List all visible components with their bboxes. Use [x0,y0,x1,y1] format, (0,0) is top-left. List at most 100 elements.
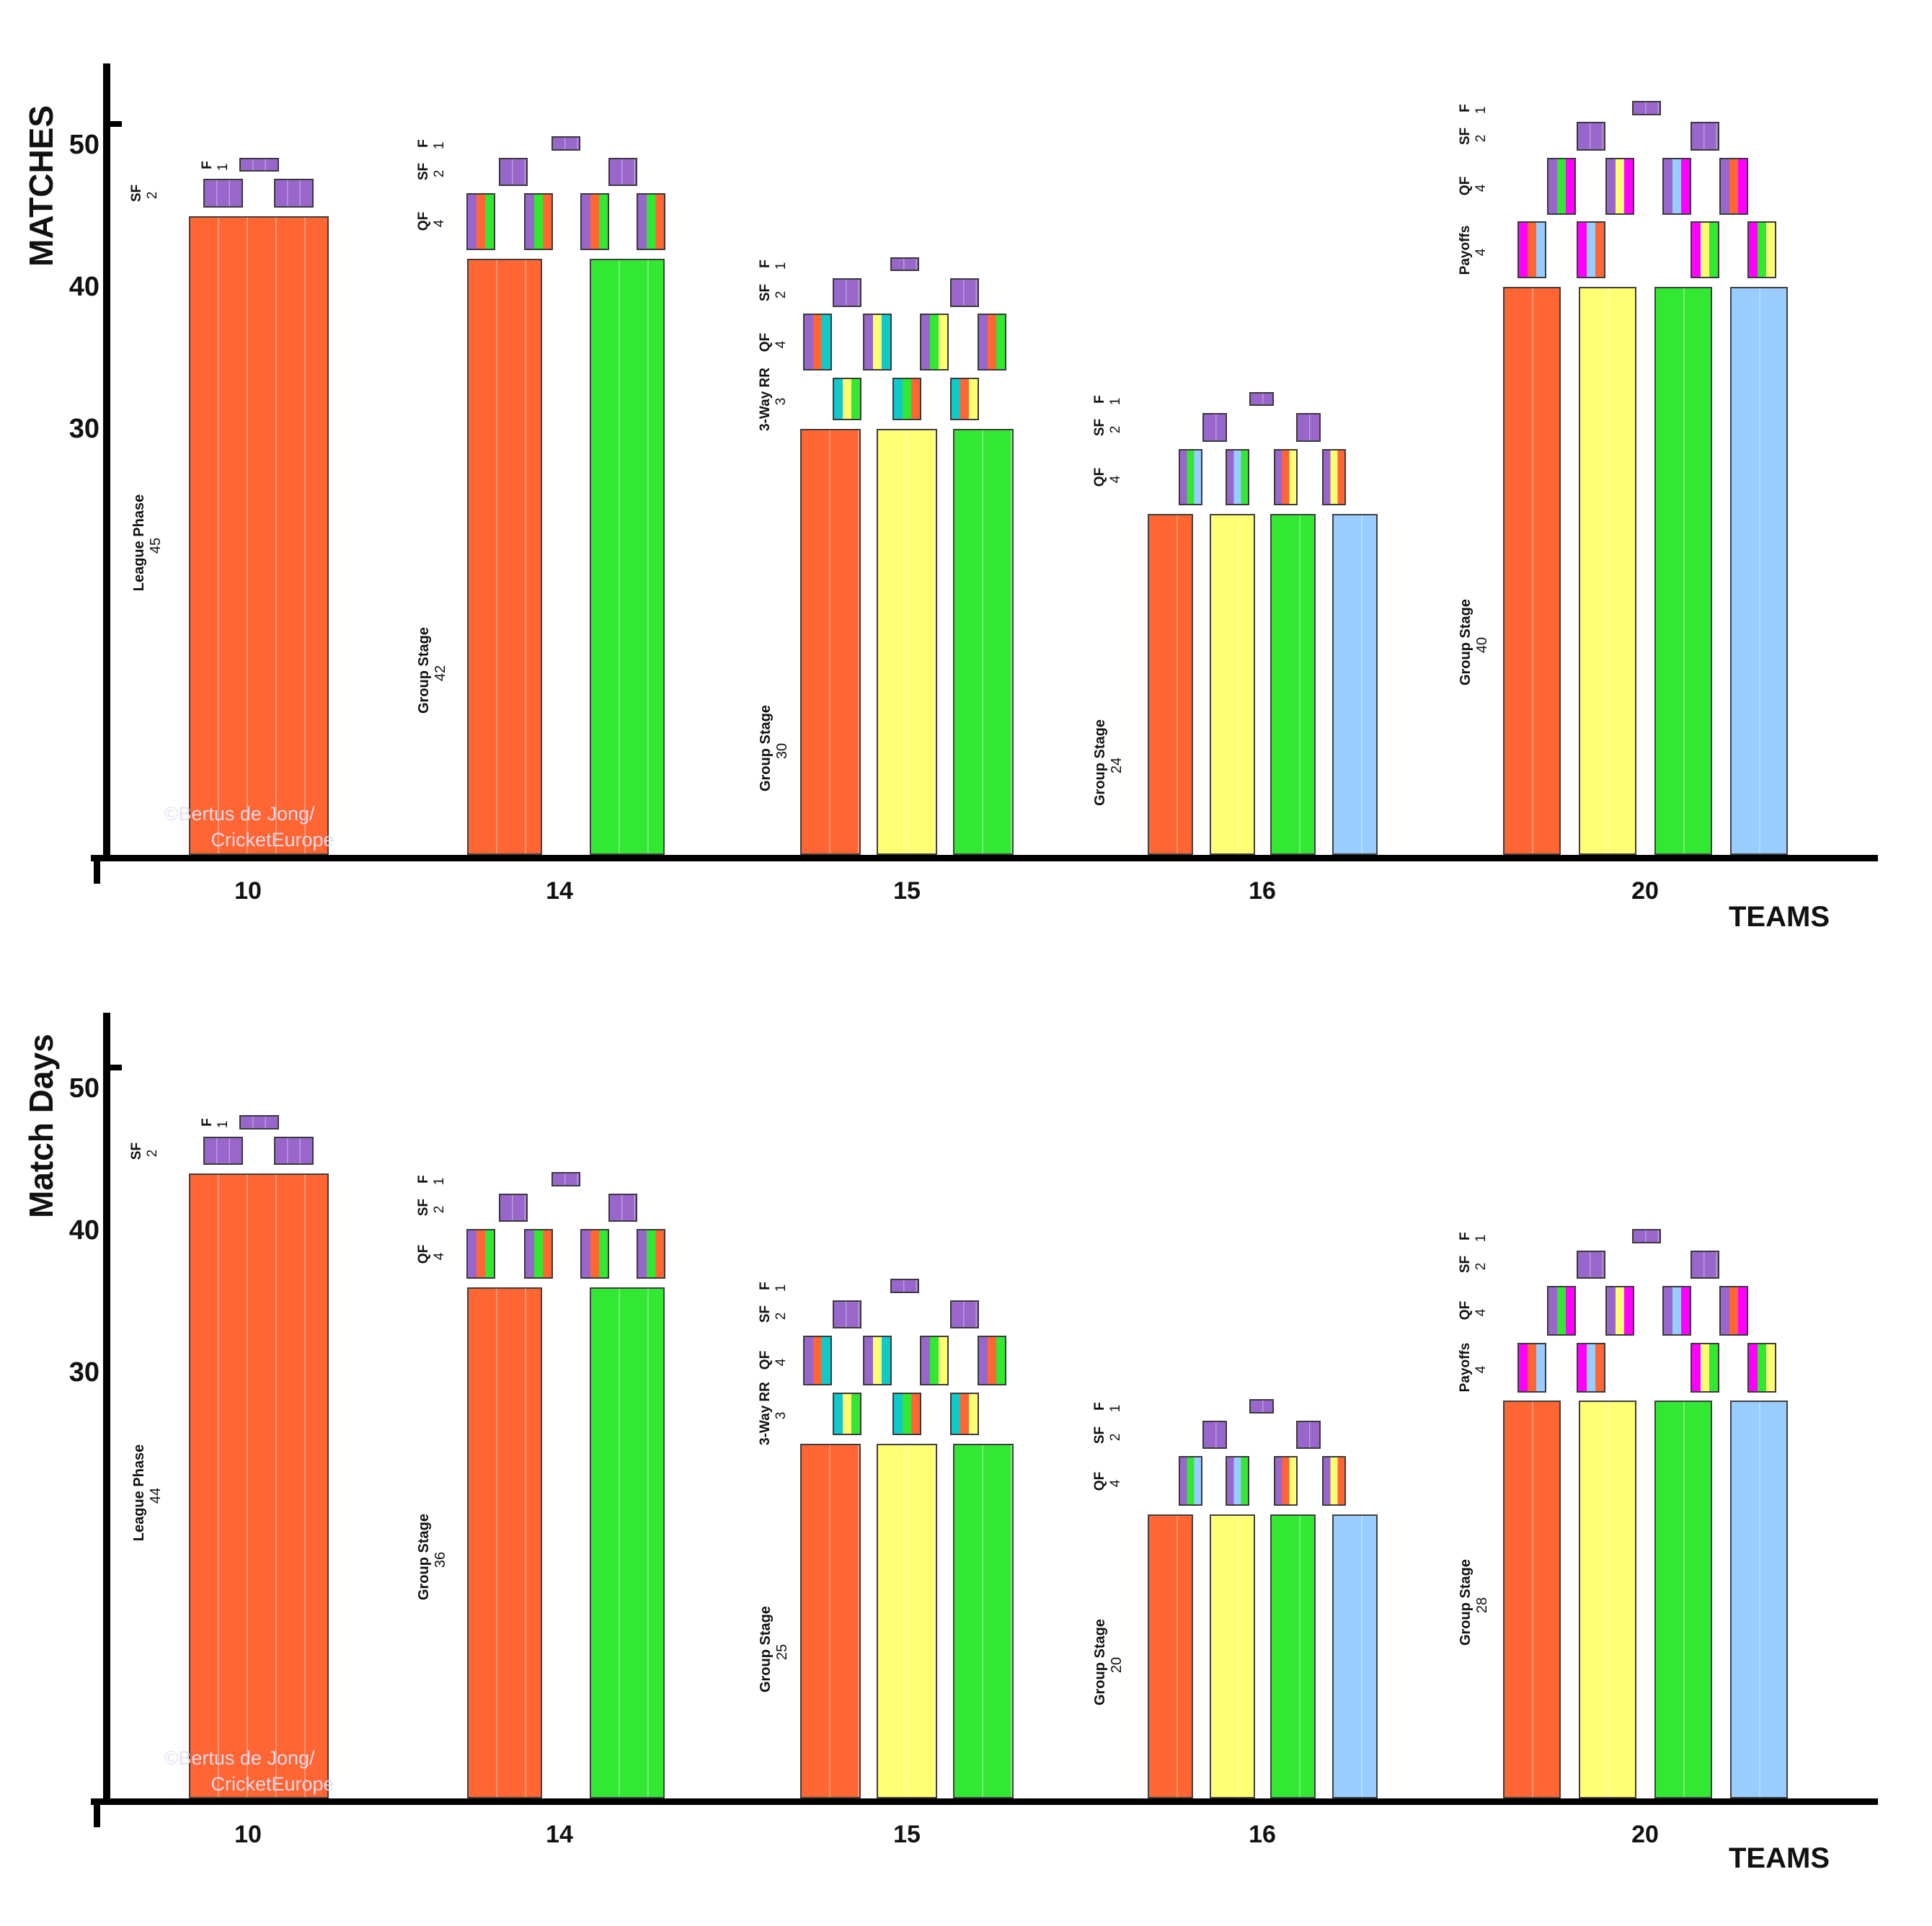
x-tick-label: 14 [546,877,573,905]
group-stage-bar [1579,1401,1636,1798]
qf-block [920,1335,949,1385]
payoffs-block [1517,1342,1546,1393]
phase-count-label: 36 [433,1551,448,1568]
round-count-label: 1 [216,1120,231,1129]
y-axis [103,1013,110,1805]
x-axis-title: TEAMS [1729,901,1830,933]
x-tick-label: 14 [546,1821,573,1848]
group-stage-bar [590,258,665,855]
payoffs-block [1747,221,1777,279]
qf-block [1225,448,1249,506]
group-stage-bar [590,1287,665,1798]
group-stage-bar [1332,1514,1378,1798]
qf-block [580,192,609,250]
group-stage-bar [1148,514,1193,855]
y-tick-label: 50 [68,130,99,160]
qf-block [1605,157,1634,215]
qf-block [1178,448,1202,506]
x-tick-label: 10 [234,1821,262,1848]
sf-block [608,157,638,187]
qf-block [466,192,496,250]
qf-block [1273,1456,1298,1506]
qf-block [1662,157,1691,215]
group-stage-bar [1654,287,1712,855]
y-axis [103,63,110,861]
qf-block [920,314,949,371]
group-stage-bar [953,429,1014,855]
group-stage-bar [1503,1401,1561,1798]
payoffs-block [1517,221,1546,279]
sf-block [1577,122,1606,151]
x-axis [91,1798,1878,1805]
qf-block [978,314,1007,371]
group-stage-bar [877,429,937,855]
y-axis-notch [110,1064,122,1070]
payoffs-block [1577,1342,1606,1393]
qf-block [636,1229,665,1279]
qf-block [1225,1456,1249,1506]
qf-block [1321,448,1346,506]
y-axis-notch [110,120,122,127]
group-stage-bar [1270,1514,1316,1798]
group-stage-bar [189,216,329,855]
phase-count-label: 44 [148,1488,164,1504]
y-tick-label: 40 [68,272,99,302]
x-tick-label: 16 [1249,1821,1276,1848]
sf-block [1202,413,1227,442]
group-stage-bar [189,1173,329,1798]
x-tick-label: 20 [1631,1821,1659,1848]
x-tick-label: 15 [893,1821,921,1848]
watermark-line1: ©Bertus de Jong/ [164,1747,315,1769]
sf-block [499,1193,528,1222]
qf-block [1662,1285,1691,1336]
3-way-rr-block [833,1392,862,1435]
qf-block [1546,157,1576,215]
f-block [1249,1399,1274,1414]
x-axis-end-tick [94,861,100,884]
group-stage-bar [800,1443,861,1798]
watermark-line2: CricketEurope [211,1773,334,1795]
qf-block [802,1335,832,1385]
y-axis-title: Match Days [22,1034,60,1218]
group-stage-bar [877,1443,937,1798]
round-count-label: 1 [1474,1234,1489,1243]
y-tick-label: 50 [68,1073,99,1104]
sf-block [1577,1250,1606,1279]
f-block [1249,391,1274,407]
qf-block [1719,157,1748,215]
group-stage-bar [953,1443,1014,1798]
f-block [239,1115,280,1130]
f-block [551,136,580,151]
payoffs-block [1747,1342,1777,1393]
sf-block [274,179,314,208]
qf-block [1321,1456,1346,1506]
phase-count-label: 25 [774,1644,790,1661]
sf-block [203,179,244,208]
group-stage-bar [1270,514,1316,855]
watermark-line1: ©Bertus de Jong/ [164,803,315,825]
group-stage-bar [467,258,542,855]
y-tick-label: 30 [68,414,99,444]
qf-block [802,314,832,371]
qf-block [1719,1285,1748,1336]
qf-block [978,1335,1007,1385]
y-tick-label: 40 [68,1215,99,1246]
payoffs-block [1577,221,1606,279]
qf-block [580,1229,609,1279]
qf-block [862,1335,892,1385]
sf-block [1690,1250,1720,1279]
payoffs-block [1690,221,1720,279]
qf-block [1178,1456,1202,1506]
sf-block [949,278,979,307]
group-stage-bar [1503,287,1561,855]
sf-block [1296,1420,1321,1450]
group-stage-bar [1730,1401,1788,1798]
round-count-label: 2 [145,1149,160,1157]
3-way-rr-block [892,1392,921,1435]
sf-block [203,1136,244,1166]
3-way-rr-block [949,378,979,421]
sf-block [608,1193,638,1222]
group-stage-bar [1579,287,1636,855]
